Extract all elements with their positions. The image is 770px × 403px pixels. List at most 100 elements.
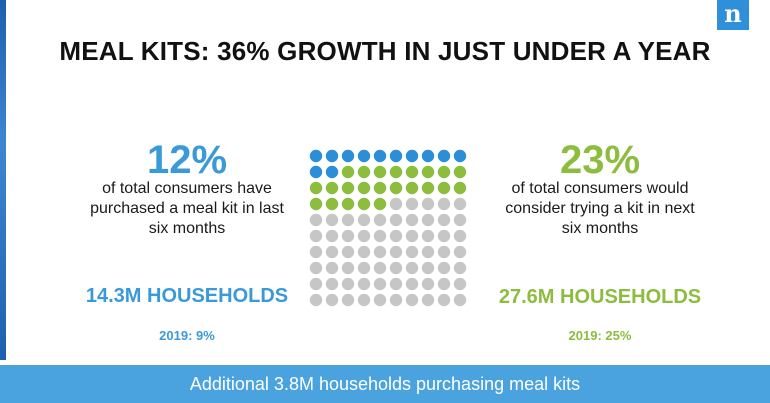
- consider-percent: 23%: [559, 138, 641, 182]
- waffle-dot: [389, 277, 403, 291]
- waffle-dot: [437, 293, 451, 307]
- waffle-dot: [325, 277, 339, 291]
- waffle-dot: [357, 165, 371, 179]
- waffle-dot: [405, 181, 419, 195]
- waffle-dot: [309, 149, 323, 163]
- waffle-dot: [309, 165, 323, 179]
- waffle-dot: [341, 261, 355, 275]
- waffle-dot: [437, 181, 451, 195]
- waffle-dot: [325, 261, 339, 275]
- waffle-dot: [453, 261, 467, 275]
- waffle-dot: [405, 229, 419, 243]
- waffle-dot: [421, 277, 435, 291]
- waffle-dot: [421, 181, 435, 195]
- waffle-dot: [373, 277, 387, 291]
- waffle-dot: [357, 181, 371, 195]
- footer-text: Additional 3.8M households purchasing me…: [189, 374, 581, 394]
- waffle-dot: [325, 149, 339, 163]
- purchased-households: 14.3M HOUSEHOLDS: [85, 285, 289, 307]
- waffle-dot: [405, 165, 419, 179]
- waffle-dot: [357, 293, 371, 307]
- brand-logo: n: [717, 0, 749, 30]
- waffle-dot: [453, 277, 467, 291]
- waffle-dot: [405, 245, 419, 259]
- waffle-dot: [437, 165, 451, 179]
- waffle-dot: [309, 197, 323, 211]
- waffle-dot: [421, 197, 435, 211]
- purchased-2019-note: 2019: 9%: [159, 328, 215, 343]
- waffle-dot: [357, 149, 371, 163]
- waffle-dot: [325, 165, 339, 179]
- waffle-dot: [309, 213, 323, 227]
- waffle-dot: [373, 245, 387, 259]
- purchased-percent: 12%: [146, 138, 228, 182]
- waffle-dot: [405, 261, 419, 275]
- waffle-dot: [325, 181, 339, 195]
- waffle-dot: [405, 197, 419, 211]
- waffle-dot: [389, 197, 403, 211]
- consider-2019-note: 2019: 25%: [568, 328, 632, 343]
- waffle-dot: [341, 213, 355, 227]
- waffle-dot: [389, 229, 403, 243]
- waffle-dot: [373, 261, 387, 275]
- waffle-dot: [421, 293, 435, 307]
- waffle-dot: [373, 197, 387, 211]
- waffle-dot: [421, 261, 435, 275]
- purchased-desc-line-1: of total consumers have: [102, 180, 272, 197]
- waffle-dot: [437, 261, 451, 275]
- waffle-dot: [309, 261, 323, 275]
- waffle-dot: [341, 149, 355, 163]
- waffle-dot: [373, 165, 387, 179]
- waffle-dot: [373, 149, 387, 163]
- waffle-dot: [437, 213, 451, 227]
- waffle-dot: [373, 181, 387, 195]
- waffle-dot: [405, 293, 419, 307]
- waffle-dot: [325, 213, 339, 227]
- consider-desc-line-3: six months: [561, 220, 639, 237]
- waffle-dot: [437, 197, 451, 211]
- waffle-dot: [453, 165, 467, 179]
- waffle-dot: [437, 277, 451, 291]
- waffle-dot: [453, 213, 467, 227]
- waffle-dot: [453, 181, 467, 195]
- waffle-dot: [357, 245, 371, 259]
- waffle-dot: [421, 245, 435, 259]
- waffle-dot: [453, 149, 467, 163]
- waffle-dot: [389, 293, 403, 307]
- waffle-dot: [453, 197, 467, 211]
- waffle-dot: [357, 213, 371, 227]
- waffle-dot-grid: [309, 149, 467, 307]
- waffle-dot: [437, 245, 451, 259]
- purchased-desc-line-3: six months: [148, 220, 226, 237]
- waffle-dot: [405, 213, 419, 227]
- waffle-dot: [389, 181, 403, 195]
- waffle-dot: [453, 293, 467, 307]
- waffle-dot: [421, 149, 435, 163]
- waffle-dot: [341, 277, 355, 291]
- waffle-dot: [373, 213, 387, 227]
- waffle-dot: [341, 293, 355, 307]
- waffle-dot: [373, 293, 387, 307]
- waffle-dot: [309, 229, 323, 243]
- waffle-dot: [357, 229, 371, 243]
- waffle-dot: [389, 245, 403, 259]
- left-edge-accent: [0, 0, 6, 360]
- waffle-dot: [405, 277, 419, 291]
- waffle-dot: [341, 165, 355, 179]
- waffle-dot: [437, 149, 451, 163]
- waffle-dot: [309, 245, 323, 259]
- purchased-desc-line-2: purchased a meal kit in last: [90, 200, 284, 217]
- waffle-dot: [341, 245, 355, 259]
- waffle-dot: [341, 229, 355, 243]
- waffle-dot: [357, 261, 371, 275]
- waffle-dot: [421, 213, 435, 227]
- waffle-dot: [325, 293, 339, 307]
- waffle-dot: [325, 245, 339, 259]
- waffle-dot: [309, 293, 323, 307]
- waffle-dot: [309, 277, 323, 291]
- waffle-dot: [421, 229, 435, 243]
- waffle-dot: [357, 277, 371, 291]
- waffle-dot: [309, 181, 323, 195]
- waffle-dot: [389, 261, 403, 275]
- waffle-dot: [373, 229, 387, 243]
